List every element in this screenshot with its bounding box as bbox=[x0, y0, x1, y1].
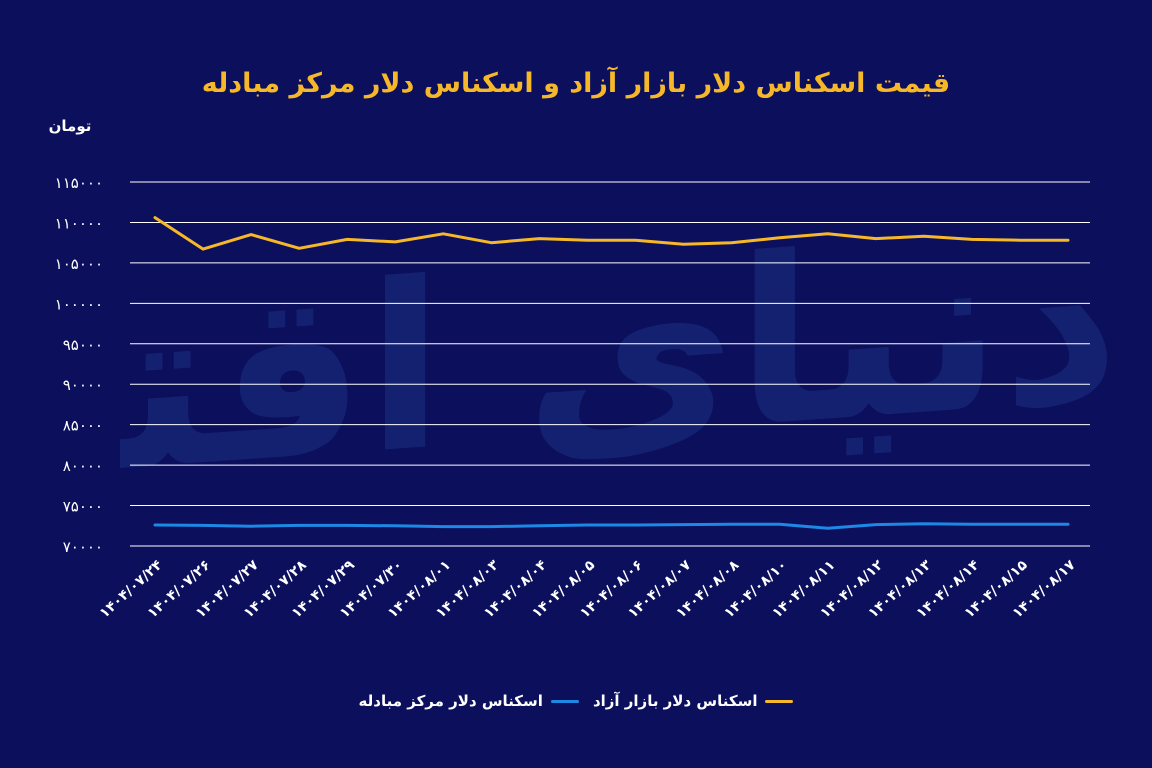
legend-item-exchange-center: اسکناس دلار مرکز مبادله bbox=[359, 692, 579, 710]
chart-title: قیمت اسکناس دلار بازار آزاد و اسکناس دلا… bbox=[201, 68, 951, 99]
y-tick-label: ۱۰۰۰۰۰ bbox=[55, 295, 103, 313]
y-tick-label: ۷۵۰۰۰ bbox=[63, 498, 103, 516]
y-axis-unit-label: تومان bbox=[48, 117, 92, 135]
legend-item-free-market: اسکناس دلار بازار آزاد bbox=[593, 692, 794, 710]
legend-label-free-market: اسکناس دلار بازار آزاد bbox=[592, 692, 758, 710]
y-tick-label: ۸۰۰۰۰ bbox=[63, 457, 103, 475]
legend-swatch-exchange-center bbox=[550, 699, 579, 703]
y-tick-label: ۸۵۰۰۰ bbox=[63, 417, 103, 435]
y-tick-label: ۹۵۰۰۰ bbox=[63, 336, 103, 354]
series-line-1 bbox=[153, 522, 1070, 530]
legend-swatch-free-market bbox=[765, 699, 794, 703]
y-tick-label: ۱۰۵۰۰۰ bbox=[55, 255, 103, 273]
legend: اسکناس دلار بازار آزاد اسکناس دلار مرکز … bbox=[0, 692, 1152, 710]
y-tick-label: ۷۰۰۰۰ bbox=[63, 538, 103, 556]
y-tick-label: ۱۱۵۰۰۰ bbox=[55, 174, 103, 192]
y-tick-label: ۱۱۰۰۰۰ bbox=[55, 214, 103, 232]
y-tick-label: ۹۰۰۰۰ bbox=[63, 376, 103, 394]
legend-label-exchange-center: اسکناس دلار مرکز مبادله bbox=[358, 692, 543, 710]
series-line-0 bbox=[153, 216, 1070, 251]
